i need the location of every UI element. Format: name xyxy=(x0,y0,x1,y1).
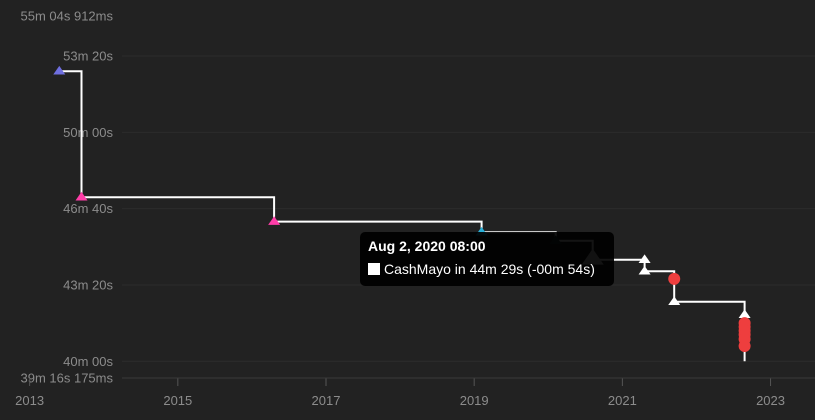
data-point-circle[interactable] xyxy=(668,272,681,285)
step-line xyxy=(59,70,746,362)
tooltip-swatch xyxy=(368,263,380,275)
data-point-triangle[interactable] xyxy=(53,65,66,75)
data-point-triangle[interactable] xyxy=(268,216,281,225)
x-tick-label: 2017 xyxy=(312,393,341,408)
y-tick-label: 55m 04s 912ms xyxy=(21,9,114,24)
x-tick-label: 2021 xyxy=(608,393,637,408)
y-tick-label: 50m 00s xyxy=(63,125,113,140)
tooltip-title: Aug 2, 2020 08:00 xyxy=(368,238,486,254)
y-tick-label: 53m 20s xyxy=(63,49,113,64)
data-point-triangle[interactable] xyxy=(638,265,651,275)
x-tick-label: 2013 xyxy=(15,393,44,408)
x-axis: 2013 2015 2017 2019 2021 2023 xyxy=(15,377,815,408)
tooltip-body: CashMayo in 44m 29s (-00m 54s) xyxy=(368,261,606,277)
x-tick-label: 2015 xyxy=(163,393,192,408)
x-tick-label: 2023 xyxy=(756,393,785,408)
tooltip-text: CashMayo in 44m 29s (-00m 54s) xyxy=(384,261,595,277)
y-tick-label: 43m 20s xyxy=(63,277,113,292)
x-tick-label: 2019 xyxy=(460,393,489,408)
data-point-triangle[interactable] xyxy=(668,296,681,305)
tooltip: Aug 2, 2020 08:00 CashMayo in 44m 29s (-… xyxy=(360,232,614,286)
data-point-triangle[interactable] xyxy=(738,309,751,318)
y-tick-label: 39m 16s 175ms xyxy=(21,371,114,386)
y-tick-label: 40m 00s xyxy=(63,354,113,369)
data-point-circle[interactable] xyxy=(738,340,751,353)
y-tick-label: 46m 40s xyxy=(63,201,113,216)
data-point-triangle[interactable] xyxy=(75,191,88,201)
data-point-triangle[interactable] xyxy=(638,254,651,264)
